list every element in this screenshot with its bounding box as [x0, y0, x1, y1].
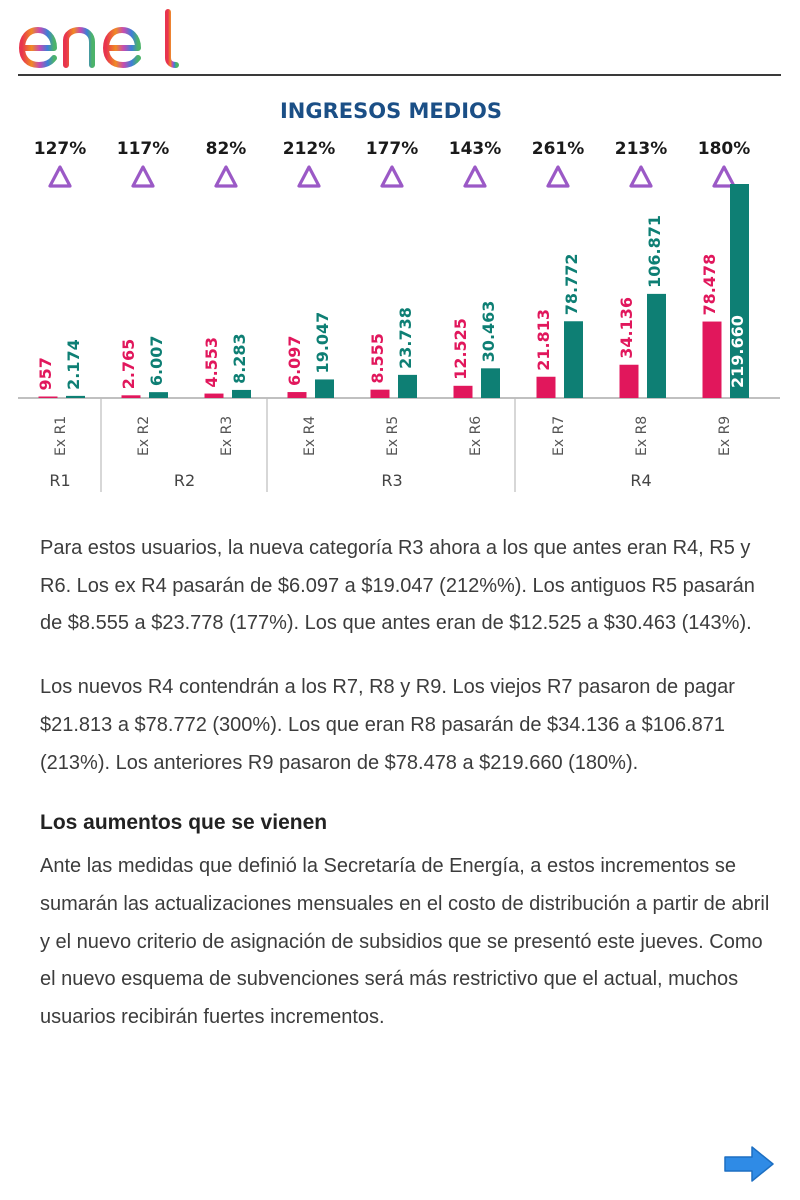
increase-label: 143% [449, 139, 502, 159]
bar-after [730, 184, 749, 398]
category-label: Ex R8 [634, 416, 650, 456]
paragraph-1: Para estos usuarios, la nueva categoría … [40, 537, 755, 635]
increase-triangle-icon [214, 165, 238, 188]
increase-label: 117% [117, 139, 170, 159]
bar-before [121, 395, 141, 398]
bar-after [398, 374, 417, 398]
value-label-after: 219.660 [728, 315, 747, 388]
category-label: Ex R5 [385, 416, 401, 456]
paragraph-2: Los nuevos R4 contendrán a los R7, R8 y … [40, 676, 735, 774]
header-divider [18, 74, 781, 76]
increase-label: 127% [34, 139, 87, 159]
value-label-after: 106.871 [645, 215, 664, 288]
bar-before [38, 396, 58, 398]
enel-logo[interactable] [16, 6, 186, 72]
ingresos-chart: INGRESOS MEDIOS 127% 957 2.174 Ex R1 117% 2.7… [18, 99, 780, 492]
category-label: Ex R7 [551, 416, 567, 456]
article-body: Para estos usuarios, la nueva categoría … [40, 530, 770, 1063]
value-label-before: 21.813 [534, 309, 553, 371]
increase-label: 177% [366, 139, 419, 159]
value-label-after: 30.463 [479, 301, 498, 363]
increase-label: 213% [615, 139, 668, 159]
bar-after [564, 321, 583, 398]
value-label-after: 6.007 [147, 336, 166, 387]
value-label-after: 19.047 [313, 312, 332, 374]
value-label-after: 8.283 [230, 333, 249, 384]
increase-label: 261% [532, 139, 585, 159]
section-heading: Los aumentos que se vienen [40, 811, 328, 835]
increase-triangle-icon [380, 165, 404, 188]
bar-before [536, 376, 556, 398]
category-label: Ex R2 [136, 416, 152, 456]
increase-triangle-icon [712, 165, 736, 188]
next-arrow-icon[interactable] [722, 1144, 776, 1184]
group-label: R4 [630, 471, 651, 490]
bar-before [453, 385, 473, 398]
value-label-before: 34.136 [617, 297, 636, 359]
bar-before [370, 389, 390, 398]
value-label-after: 23.738 [396, 307, 415, 369]
increase-label: 82% [206, 139, 247, 159]
bar-after [315, 379, 334, 398]
bar-after [647, 293, 666, 398]
bar-after [66, 395, 85, 398]
increase-triangle-icon [546, 165, 570, 188]
increase-label: 180% [698, 139, 751, 159]
increase-label: 212% [283, 139, 336, 159]
paragraph-3: Ante las medidas que definió la Secretar… [40, 855, 770, 1029]
category-label: Ex R1 [53, 416, 69, 456]
bar-before [287, 392, 307, 398]
bar-before [702, 321, 722, 398]
value-label-before: 12.525 [451, 318, 470, 380]
increase-triangle-icon [48, 165, 72, 188]
value-label-after: 78.772 [562, 254, 581, 316]
category-label: Ex R6 [468, 416, 484, 456]
bar-before [204, 393, 224, 398]
increase-triangle-icon [629, 165, 653, 188]
value-label-before: 6.097 [285, 335, 304, 386]
value-label-before: 957 [36, 357, 55, 390]
chart-marks: 127% 957 2.174 Ex R1 117% 2.765 6.007 Ex R2 82% 4… [18, 139, 780, 492]
bar-after [149, 392, 168, 398]
value-label-before: 8.555 [368, 333, 387, 384]
increase-triangle-icon [131, 165, 155, 188]
bar-after [481, 368, 500, 398]
category-label: Ex R3 [219, 416, 235, 456]
chart-title: INGRESOS MEDIOS [280, 99, 502, 123]
value-label-after: 2.174 [64, 339, 83, 390]
value-label-before: 2.765 [119, 339, 138, 390]
bar-after [232, 389, 251, 398]
header [0, 0, 800, 80]
increase-triangle-icon [297, 165, 321, 188]
category-label: Ex R4 [302, 416, 318, 456]
bar-before [619, 364, 639, 398]
increase-triangle-icon [463, 165, 487, 188]
group-label: R3 [381, 471, 402, 490]
value-label-before: 78.478 [700, 254, 719, 316]
group-label: R1 [49, 471, 70, 490]
value-label-before: 4.553 [202, 337, 221, 388]
category-label: Ex R9 [717, 416, 733, 456]
group-label: R2 [174, 471, 195, 490]
